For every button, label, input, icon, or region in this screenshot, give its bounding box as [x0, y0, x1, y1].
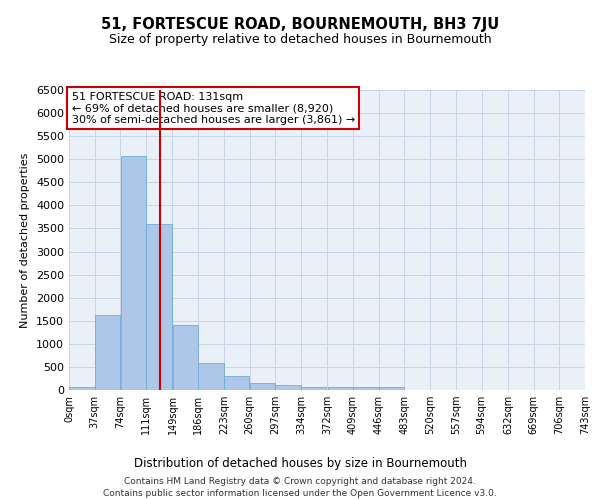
Bar: [173, 326, 198, 390]
Bar: [379, 386, 404, 390]
Bar: [95, 315, 120, 390]
Bar: [250, 383, 275, 390]
Bar: [69, 386, 95, 390]
Y-axis label: Number of detached properties: Number of detached properties: [20, 152, 31, 328]
Bar: [199, 364, 224, 390]
Text: Size of property relative to detached houses in Bournemouth: Size of property relative to detached ho…: [109, 32, 491, 46]
Text: Contains public sector information licensed under the Open Government Licence v3: Contains public sector information licen…: [103, 489, 497, 498]
Bar: [275, 386, 301, 390]
Bar: [146, 224, 172, 390]
Bar: [224, 376, 250, 390]
Bar: [328, 386, 353, 390]
Text: 51 FORTESCUE ROAD: 131sqm
← 69% of detached houses are smaller (8,920)
30% of se: 51 FORTESCUE ROAD: 131sqm ← 69% of detac…: [71, 92, 355, 124]
Bar: [121, 156, 146, 390]
Bar: [353, 386, 379, 390]
Text: 51, FORTESCUE ROAD, BOURNEMOUTH, BH3 7JU: 51, FORTESCUE ROAD, BOURNEMOUTH, BH3 7JU: [101, 18, 499, 32]
Text: Distribution of detached houses by size in Bournemouth: Distribution of detached houses by size …: [133, 458, 467, 470]
Text: Contains HM Land Registry data © Crown copyright and database right 2024.: Contains HM Land Registry data © Crown c…: [124, 478, 476, 486]
Bar: [301, 386, 326, 390]
